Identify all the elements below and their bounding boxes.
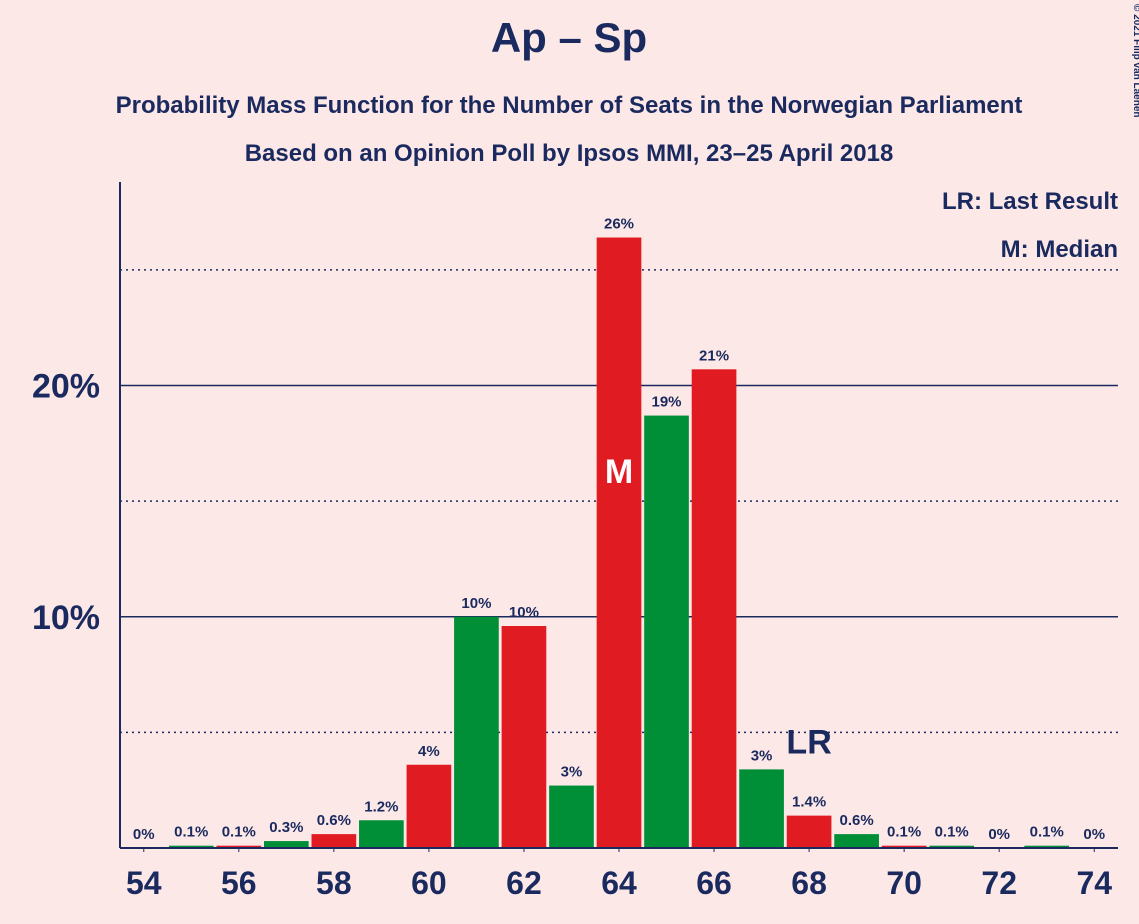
value-label: 0.6% [840,812,874,829]
copyright: © 2021 Filip van Laenen [1131,4,1139,118]
x-tick-label: 70 [886,865,922,901]
bar [834,834,879,848]
bar [454,616,499,848]
value-label: 21% [699,347,729,364]
value-label: 10% [509,604,539,621]
value-label: 4% [418,743,440,760]
bar [549,785,594,848]
x-tick-label: 54 [126,865,162,901]
x-tick-label: 66 [696,865,732,901]
value-label: 0.3% [269,819,303,836]
chart-title: Ap – Sp [491,14,647,61]
y-tick-label: 20% [32,368,100,406]
median-marker: M [605,453,633,491]
legend-entry: LR: Last Result [942,188,1118,215]
y-tick-label: 10% [32,599,100,637]
bar [786,815,832,848]
x-tick-label: 60 [411,865,447,901]
value-label: 0% [1083,826,1105,843]
bar [168,845,214,848]
value-label: 0.1% [174,824,208,841]
bar [929,845,975,848]
bar [216,845,262,848]
x-tick-label: 58 [316,865,352,901]
value-label: 19% [652,394,682,411]
bar [311,834,357,848]
value-label: 0.1% [887,824,921,841]
x-tick-label: 56 [221,865,257,901]
last-result-marker: LR [786,724,831,762]
bar [691,369,737,848]
x-tick-label: 74 [1076,865,1112,901]
value-label: 1.4% [792,794,826,811]
legend-entry: M: Median [1001,236,1118,263]
x-tick-label: 62 [506,865,542,901]
bar [596,237,642,848]
bar [359,820,404,848]
bar [501,626,547,848]
value-label: 0% [133,826,155,843]
bar [406,764,452,848]
value-label: 3% [751,747,773,764]
value-label: 1.2% [364,798,398,815]
value-label: 0.1% [935,824,969,841]
bar [263,841,309,848]
value-label: 0% [988,826,1010,843]
value-label: 0.1% [1030,824,1064,841]
chart-subtitle: Probability Mass Function for the Number… [116,92,1023,119]
bar [739,769,784,848]
value-label: 0.6% [317,812,351,829]
chart-subtitle: Based on an Opinion Poll by Ipsos MMI, 2… [245,140,894,167]
bar [1024,845,1070,848]
bar [644,415,689,848]
bar [881,845,927,848]
value-label: 3% [561,764,583,781]
x-tick-label: 72 [981,865,1017,901]
value-label: 10% [461,595,491,612]
value-label: 0.1% [222,824,256,841]
value-label: 26% [604,216,634,233]
x-tick-label: 68 [791,865,827,901]
x-tick-label: 64 [601,865,637,901]
